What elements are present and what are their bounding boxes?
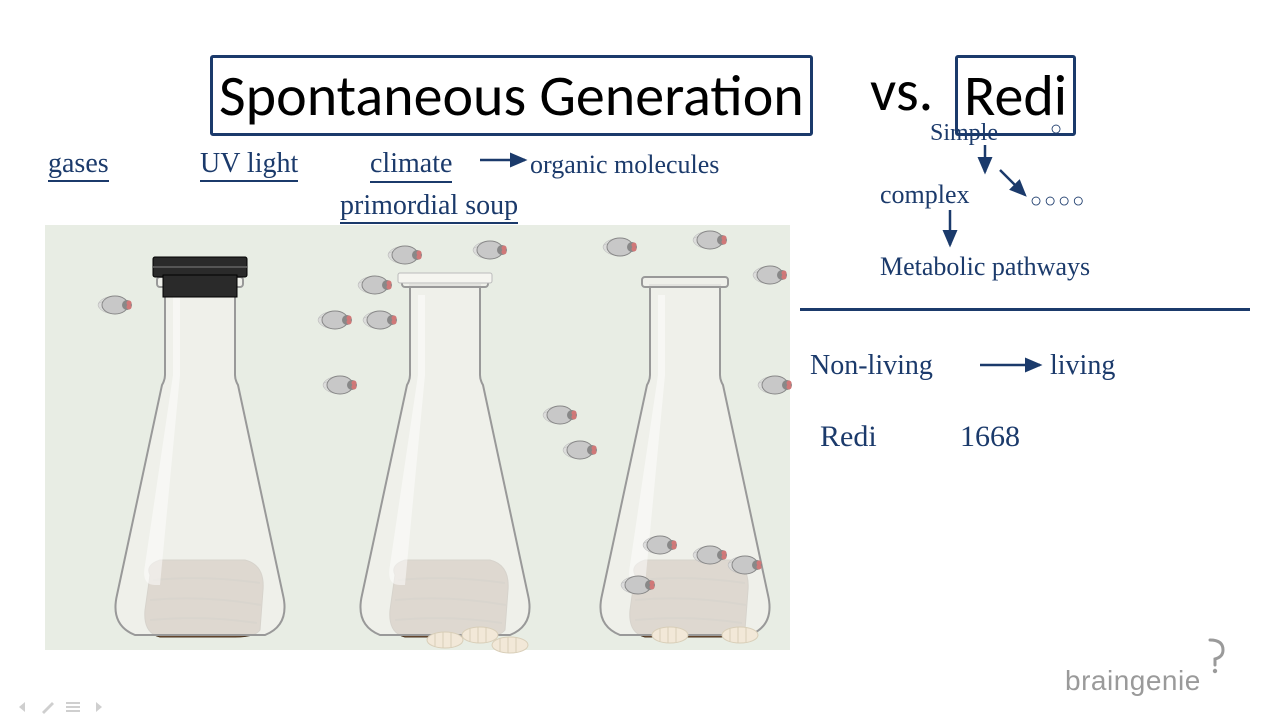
toolbar-forward-icon[interactable] [90,700,106,714]
title-part1: Spontaneous Generation [210,55,813,136]
hand-year: 1668 [960,420,1020,454]
hand-climate: climate [370,148,452,183]
hand-circles: ○○○○ [1030,190,1086,213]
toolbar-menu-icon[interactable] [65,700,81,714]
hand-organic: organic molecules [530,150,719,180]
side-divider [800,308,1250,311]
hand-circle: ○ [1050,118,1062,141]
logo-icon [1195,635,1235,675]
title-vs: vs. [870,55,933,126]
hand-living: living [1050,350,1115,382]
hand-soup: primordial soup [340,190,518,224]
hand-simple: Simple [930,120,998,147]
logo: braingenie [1065,665,1201,697]
hand-redi: Redi [820,420,877,454]
logo-text: braingenie [1065,665,1201,696]
hand-gases: gases [48,148,109,182]
hand-nonliving: Non-living [810,350,933,382]
flask-panel [45,225,790,650]
toolbar-back-icon[interactable] [15,700,31,714]
flask-diagram [45,225,790,650]
toolbar-pen-icon[interactable] [40,700,56,714]
hand-complex: complex [880,180,970,210]
hand-metabolic: Metabolic pathways [880,252,1090,282]
hand-uv: UV light [200,148,298,182]
